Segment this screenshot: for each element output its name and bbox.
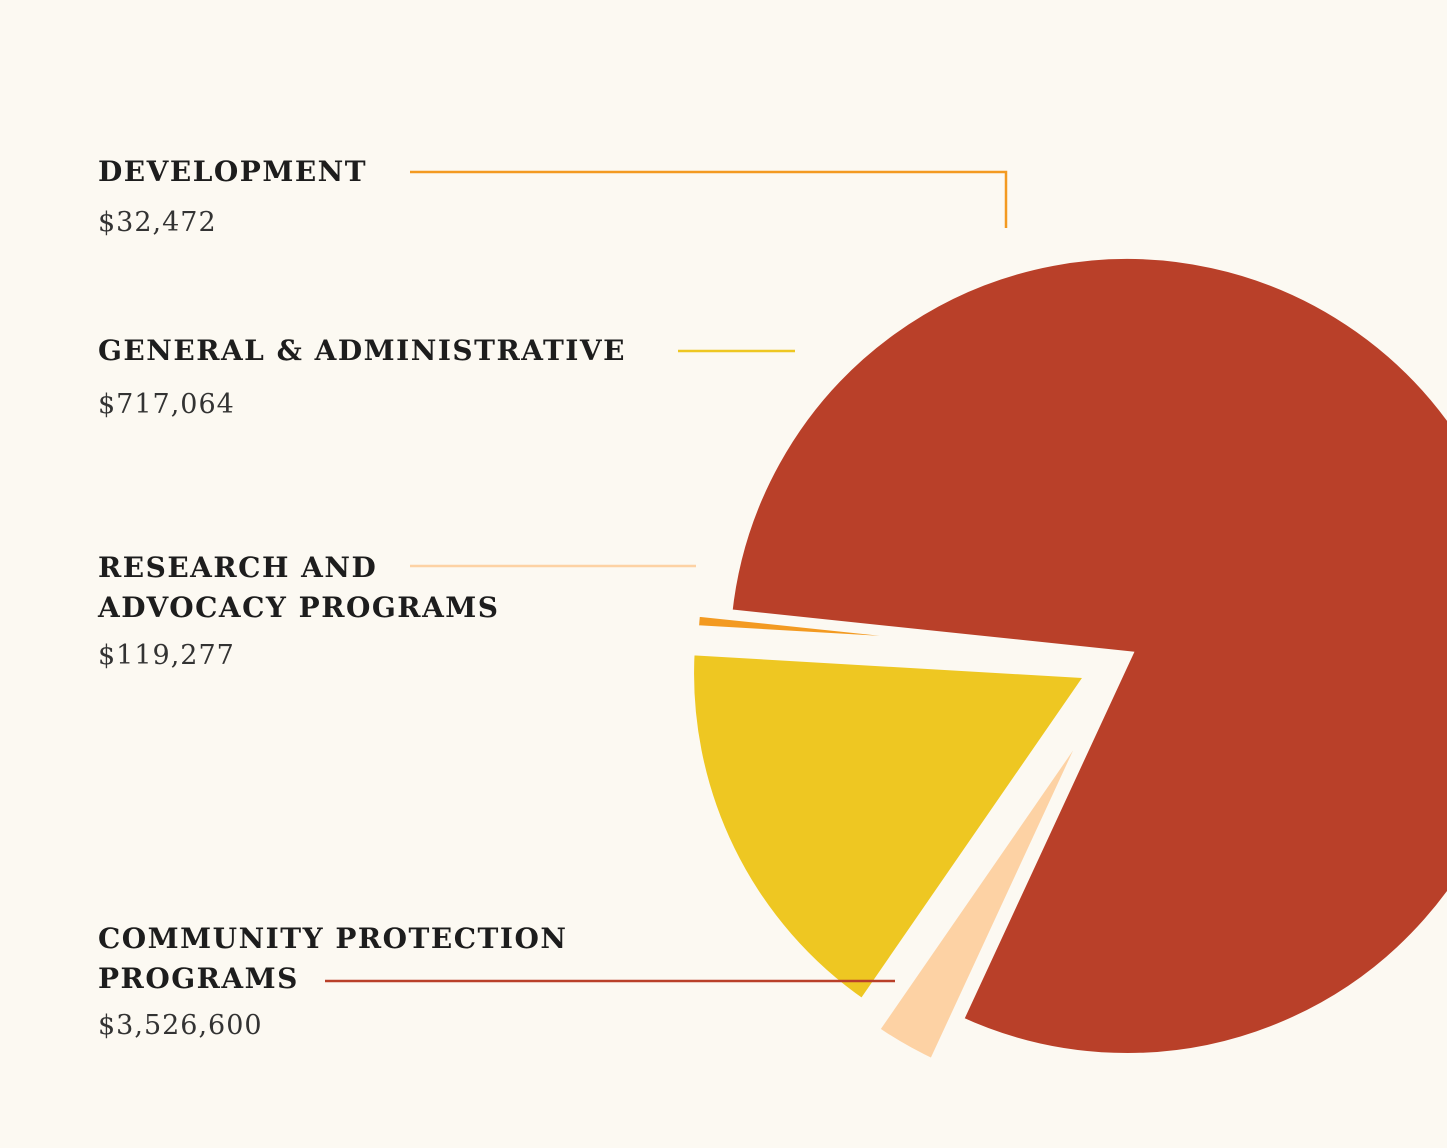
pie-slice-development (688, 605, 1096, 659)
pie-slice-general-administrative (684, 644, 1101, 1012)
slice-label-community-protection: COMMUNITY PROTECTION PROGRAMS (98, 919, 567, 999)
slice-label-research-advocacy: RESEARCH AND ADVOCACY PROGRAMS (98, 548, 500, 628)
slice-value-development: $32,472 (98, 207, 217, 238)
label-research-advocacy-line-1: RESEARCH AND (98, 551, 378, 584)
leader-lines (325, 170, 1008, 983)
pie-slice-research-advocacy (866, 696, 1107, 1071)
leader-line-development (410, 170, 1008, 228)
slice-label-general-administrative: GENERAL & ADMINISTRATIVE (98, 331, 626, 371)
label-development-line-1: DEVELOPMENT (98, 155, 368, 188)
pie-slices (684, 249, 1447, 1071)
slice-value-community-protection: $3,526,600 (98, 1010, 263, 1041)
label-general-administrative-line-1: GENERAL & ADMINISTRATIVE (98, 334, 626, 367)
slice-label-development: DEVELOPMENT (98, 152, 367, 192)
label-research-advocacy-line-2: ADVOCACY PROGRAMS (98, 591, 500, 624)
slice-value-general-administrative: $717,064 (98, 389, 235, 420)
slice-value-research-advocacy: $119,277 (98, 640, 235, 671)
pie-slice-community-protection (721, 249, 1447, 1063)
label-community-protection-line-2: PROGRAMS (98, 962, 299, 995)
label-community-protection-line-1: COMMUNITY PROTECTION (98, 922, 568, 955)
